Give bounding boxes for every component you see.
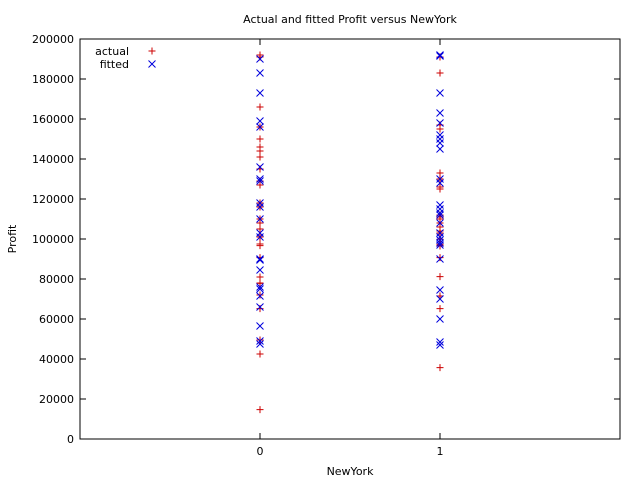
y-tick-label: 60000 <box>39 313 74 326</box>
fitted-point <box>256 117 264 125</box>
fitted-point <box>436 145 444 153</box>
fitted-point <box>436 233 444 241</box>
fitted-point <box>256 177 264 185</box>
actual-point <box>256 291 264 299</box>
y-tick-label: 0 <box>67 433 74 446</box>
fitted-point <box>436 338 444 346</box>
fitted-point <box>436 315 444 323</box>
actual-point <box>436 254 444 262</box>
actual-point <box>256 305 264 313</box>
actual-point <box>256 225 264 233</box>
actual-point <box>256 273 264 281</box>
actual-point <box>436 125 444 133</box>
fitted-point <box>436 205 444 213</box>
y-axis-ticks: 0 20000 40000 60000 80000 100000 120000 140000 1… <box>32 33 620 446</box>
fitted-point <box>256 256 264 264</box>
fitted-point <box>436 239 444 247</box>
fitted-point <box>256 69 264 77</box>
y-tick-label: 80000 <box>39 273 74 286</box>
actual-point <box>256 336 264 344</box>
x-axis-label: NewYork <box>327 465 375 478</box>
y-tick-label: 120000 <box>32 193 74 206</box>
fitted-point <box>256 337 264 345</box>
actual-point <box>436 273 444 281</box>
fitted-point <box>256 255 264 263</box>
actual-point <box>256 103 264 111</box>
fitted-point <box>436 89 444 97</box>
fitted-point <box>436 135 444 143</box>
fitted-point <box>256 322 264 330</box>
y-tick-label: 40000 <box>39 353 74 366</box>
y-tick-label: 180000 <box>32 73 74 86</box>
fitted-point <box>436 139 444 147</box>
fitted-point <box>256 175 264 183</box>
data-points <box>256 51 444 414</box>
fitted-point <box>256 266 264 274</box>
actual-point <box>436 364 444 372</box>
y-tick-label: 160000 <box>32 113 74 126</box>
x-tick-label: 0 <box>257 445 264 458</box>
fitted-point <box>256 283 264 291</box>
fitted-point <box>436 341 444 349</box>
fitted-point <box>436 131 444 139</box>
fitted-point <box>436 241 444 249</box>
fitted-point <box>436 201 444 209</box>
fitted-point <box>436 52 444 60</box>
y-tick-label: 200000 <box>32 33 74 46</box>
y-axis-label: Profit <box>6 224 19 253</box>
actual-point <box>256 147 264 155</box>
legend-label-actual: actual <box>95 45 129 58</box>
actual-point <box>256 242 264 250</box>
fitted-point <box>256 123 264 131</box>
chart-title: Actual and fitted Profit versus NewYork <box>243 13 457 26</box>
plot-frame <box>79 38 621 440</box>
fitted-point <box>436 119 444 127</box>
fitted-point <box>436 286 444 294</box>
fitted-point <box>436 219 444 227</box>
fitted-point <box>256 215 264 223</box>
fitted-point <box>436 51 444 59</box>
fitted-point <box>436 179 444 187</box>
fitted-point <box>436 255 444 263</box>
actual-point <box>256 279 264 287</box>
legend-label-fitted: fitted <box>100 58 129 71</box>
fitted-point <box>256 303 264 311</box>
fitted-point <box>436 211 444 219</box>
legend-marker-actual <box>148 47 156 55</box>
fitted-point <box>256 55 264 63</box>
actual-point <box>256 406 264 414</box>
actual-point <box>256 135 264 143</box>
actual-point <box>256 153 264 161</box>
actual-point <box>256 350 264 358</box>
fitted-point <box>256 233 264 241</box>
fitted-point <box>256 163 264 171</box>
fitted-point <box>256 292 264 300</box>
fitted-point <box>256 340 264 348</box>
y-tick-label: 140000 <box>32 153 74 166</box>
actual-point <box>256 219 264 227</box>
actual-point <box>436 69 444 77</box>
fitted-point <box>256 285 264 293</box>
x-tick-label: 1 <box>437 445 444 458</box>
fitted-point <box>436 209 444 217</box>
actual-point <box>436 305 444 313</box>
fitted-point <box>436 295 444 303</box>
actual-point <box>436 185 444 193</box>
fitted-point <box>436 109 444 117</box>
y-tick-label: 20000 <box>39 393 74 406</box>
fitted-point <box>256 203 264 211</box>
fitted-point <box>256 89 264 97</box>
actual-point <box>436 169 444 177</box>
actual-point <box>256 181 264 189</box>
legend-marker-fitted <box>148 60 156 68</box>
y-tick-label: 100000 <box>32 233 74 246</box>
